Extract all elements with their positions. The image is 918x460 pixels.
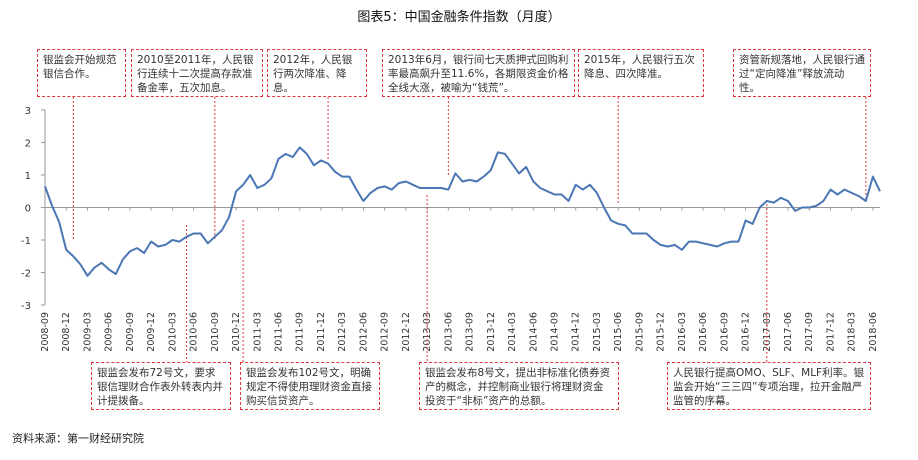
x-tick-label: 2010-12 bbox=[231, 312, 242, 352]
y-tick-label: -1 bbox=[21, 236, 31, 247]
x-tick-label: 2012-03 bbox=[337, 312, 348, 352]
annotation-2017-strict-regulation: 人民银行提高OMO、SLF、MLF利率。银监会开始“三三四”专项治理，拉开金融严… bbox=[667, 362, 871, 410]
x-tick-label: 2015-06 bbox=[613, 312, 624, 352]
y-tick-label: 0 bbox=[25, 204, 31, 215]
x-tick-label: 2011-03 bbox=[252, 312, 263, 352]
x-tick-label: 2013-12 bbox=[486, 312, 497, 352]
x-tick-label: 2015-09 bbox=[634, 312, 645, 352]
x-tick-label: 2011-06 bbox=[274, 312, 285, 352]
annotation-72-document: 银监会发布72号文，要求银信理财合作表外转表内并计提拨备。 bbox=[91, 362, 231, 410]
x-tick-label: 2011-12 bbox=[316, 312, 327, 352]
x-tick-label: 2018-03 bbox=[847, 312, 858, 352]
source-note: 资料来源：第一财经研究院 bbox=[12, 432, 144, 445]
chart-title: 图表5：中国金融条件指数（月度） bbox=[357, 10, 561, 25]
x-tick-label: 2018-06 bbox=[868, 312, 879, 352]
annotation-2015-easing: 2015年，人民银行五次降息、四次降准。 bbox=[578, 49, 704, 97]
x-tick-label: 2009-06 bbox=[104, 312, 115, 352]
x-tick-label: 2009-09 bbox=[125, 312, 136, 352]
annotation-2012-easing: 2012年，人民银行两次降准、降息。 bbox=[267, 49, 367, 97]
annotation-2018-asset-mgmt-rules: 资管新规落地，人民银行通过“定向降准”释放流动性。 bbox=[733, 49, 871, 97]
x-tick-label: 2008-12 bbox=[61, 312, 72, 352]
x-tick-label: 2012-09 bbox=[380, 312, 391, 352]
y-tick-label: -2 bbox=[21, 269, 31, 280]
x-tick-label: 2016-12 bbox=[741, 312, 752, 352]
x-tick-label: 2014-06 bbox=[528, 312, 539, 352]
annotation-2010-2011-tightening: 2010至2011年，人民银行连续十二次提高存款准备金率，五次加息。 bbox=[131, 49, 263, 97]
x-tick-label: 2012-06 bbox=[358, 312, 369, 352]
y-tick-label: 1 bbox=[25, 171, 31, 182]
x-tick-label: 2014-12 bbox=[571, 312, 582, 352]
x-tick-label: 2015-12 bbox=[656, 312, 667, 352]
series-line bbox=[44, 146, 881, 277]
x-tick-label: 2013-06 bbox=[443, 312, 454, 352]
x-tick-label: 2016-03 bbox=[677, 312, 688, 352]
x-tick-label: 2008-09 bbox=[40, 312, 51, 352]
x-tick-label: 2017-12 bbox=[825, 312, 836, 352]
x-tick-label: 2016-06 bbox=[698, 312, 709, 352]
annotation-8-document: 银监会发布8号文，提出非标准化债券资产的概念，并控制商业银行将理财资金投资于“非… bbox=[419, 362, 619, 410]
x-tick-label: 2010-09 bbox=[210, 312, 221, 352]
y-tick-label: 3 bbox=[25, 106, 31, 117]
x-tick-label: 2016-09 bbox=[719, 312, 730, 352]
x-tick-label: 2013-09 bbox=[465, 312, 476, 352]
x-tick-label: 2015-03 bbox=[592, 312, 603, 352]
x-tick-label: 2014-09 bbox=[549, 312, 560, 352]
y-tick-label: -3 bbox=[21, 301, 31, 312]
x-tick-label: 2011-09 bbox=[295, 312, 306, 352]
annotation-102-document: 银监会发布102号文，明确规定不得使用理财资金直接购买信贷资产。 bbox=[240, 362, 380, 410]
y-tick-label: 2 bbox=[25, 139, 31, 150]
x-tick-label: 2014-03 bbox=[507, 312, 518, 352]
x-tick-label: 2017-03 bbox=[762, 312, 773, 352]
x-tick-label: 2009-03 bbox=[82, 312, 93, 352]
x-tick-label: 2010-06 bbox=[189, 312, 200, 352]
x-tick-label: 2017-09 bbox=[804, 312, 815, 352]
x-tick-label: 2010-03 bbox=[167, 312, 178, 352]
x-tick-label: 2017-06 bbox=[783, 312, 794, 352]
x-tick-label: 2009-12 bbox=[146, 312, 157, 352]
annotation-2013-money-crunch: 2013年6月，银行间七天质押式回购利率最高飙升至11.6%，各期限资金价格全线… bbox=[382, 49, 575, 97]
x-tick-label: 2012-12 bbox=[401, 312, 412, 352]
annotation-2009-regulation: 银监会开始规范银信合作。 bbox=[37, 49, 126, 97]
